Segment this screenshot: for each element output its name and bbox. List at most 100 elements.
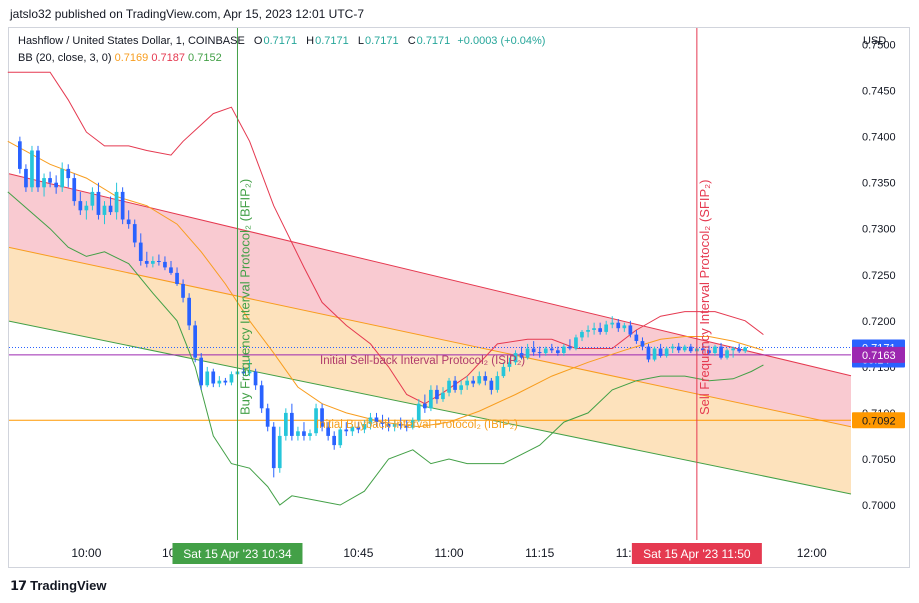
candle-body <box>743 347 747 352</box>
time-tick-label: 11:00 <box>434 546 463 560</box>
symbol-legend[interactable]: Hashflow / United States Dollar, 1, COIN… <box>18 35 545 47</box>
candle <box>169 260 173 275</box>
candle <box>114 182 119 220</box>
candle <box>290 403 294 441</box>
candle <box>707 345 711 355</box>
candle-body <box>54 182 58 188</box>
candle <box>90 187 95 211</box>
candle-body <box>507 362 512 367</box>
candle-body <box>652 348 657 360</box>
candle-body <box>483 376 488 381</box>
price-tick-label: 0.7350 <box>862 178 896 190</box>
price-tick-label: 0.7450 <box>862 86 896 98</box>
price-tick-label: 0.7400 <box>862 132 896 144</box>
candle <box>211 368 216 388</box>
candle <box>386 417 391 432</box>
candle <box>205 366 210 388</box>
candle <box>652 346 657 362</box>
low-label: L <box>357 35 364 47</box>
candle <box>356 422 361 434</box>
candle-body <box>640 341 645 347</box>
candle-body <box>616 322 621 329</box>
candle <box>48 171 52 188</box>
candle-body <box>314 408 318 434</box>
candle-body <box>410 420 415 428</box>
candle <box>664 346 669 358</box>
candle-body <box>622 325 627 329</box>
symbol-name[interactable]: Hashflow / United States Dollar, 1, COIN… <box>18 35 245 47</box>
candle-body <box>525 348 530 358</box>
candle <box>151 256 155 268</box>
candle-body <box>682 346 687 351</box>
candle <box>471 376 475 388</box>
candle <box>562 343 566 356</box>
candle-body <box>676 346 681 351</box>
candle-body <box>326 426 330 436</box>
candle <box>187 293 191 331</box>
candle <box>658 343 663 358</box>
price-tick-label: 0.7300 <box>862 224 896 236</box>
candle <box>380 414 385 430</box>
candle <box>302 422 306 441</box>
candle <box>568 339 572 351</box>
bb-legend[interactable]: BB (20, close, 3, 0) 0.7169 0.7187 0.715… <box>18 52 222 64</box>
regression-channel <box>8 173 852 495</box>
candle-body <box>308 433 312 436</box>
candle-body <box>338 429 343 446</box>
candle <box>640 337 645 351</box>
candle <box>489 377 494 395</box>
channel-middle-line <box>8 246 852 428</box>
candle <box>60 162 64 192</box>
candle <box>646 343 651 363</box>
candle <box>435 385 439 404</box>
candle-body <box>707 350 711 354</box>
candle <box>66 164 71 188</box>
publish-info: jatslo32 published on TradingView.com, A… <box>10 7 364 21</box>
event-time-badge-0 <box>172 543 303 564</box>
candle <box>120 187 125 225</box>
candle <box>429 385 433 412</box>
candle-body <box>374 417 379 423</box>
candle <box>217 376 222 388</box>
candle <box>398 417 403 430</box>
candle <box>392 420 397 432</box>
candle <box>543 346 548 356</box>
bb-basis-value: 0.7169 <box>114 52 149 64</box>
tradingview-logo[interactable]: 𝟭𝟳 TradingView <box>10 578 106 594</box>
candle <box>628 320 633 338</box>
bb-lower-line <box>7 191 764 506</box>
candle-body <box>537 352 542 354</box>
candle <box>441 387 445 402</box>
candle-body <box>549 348 554 351</box>
time-axis[interactable]: 10:0010:1510:3010:4511:0011:1511:3011:45… <box>71 543 827 564</box>
candle <box>465 376 469 390</box>
candle <box>513 350 518 366</box>
bb-basis-line <box>7 140 764 428</box>
candle-body <box>144 261 149 264</box>
candle-body <box>271 426 276 469</box>
candle <box>374 412 379 427</box>
candle-body <box>574 337 578 349</box>
time-tick-label: 12:00 <box>797 546 827 560</box>
candle-body <box>96 191 101 215</box>
candle <box>54 175 58 194</box>
candle-body <box>259 385 264 409</box>
close-label: C <box>407 35 416 47</box>
candle <box>368 412 373 430</box>
candle <box>477 371 482 386</box>
candle-body <box>416 403 421 421</box>
bb-indicator-label[interactable]: BB (20, close, 3, 0) <box>18 52 112 64</box>
candle-body <box>102 205 107 215</box>
candle-body <box>531 348 536 353</box>
candle <box>259 380 264 413</box>
candle-body <box>181 284 185 298</box>
close-value: 0.7171 <box>416 35 451 47</box>
candle <box>556 346 560 356</box>
channel-upper-zone <box>9 173 851 427</box>
candle-body <box>495 376 500 390</box>
candle <box>507 357 512 372</box>
candle <box>42 173 46 197</box>
candle-body <box>592 328 596 330</box>
